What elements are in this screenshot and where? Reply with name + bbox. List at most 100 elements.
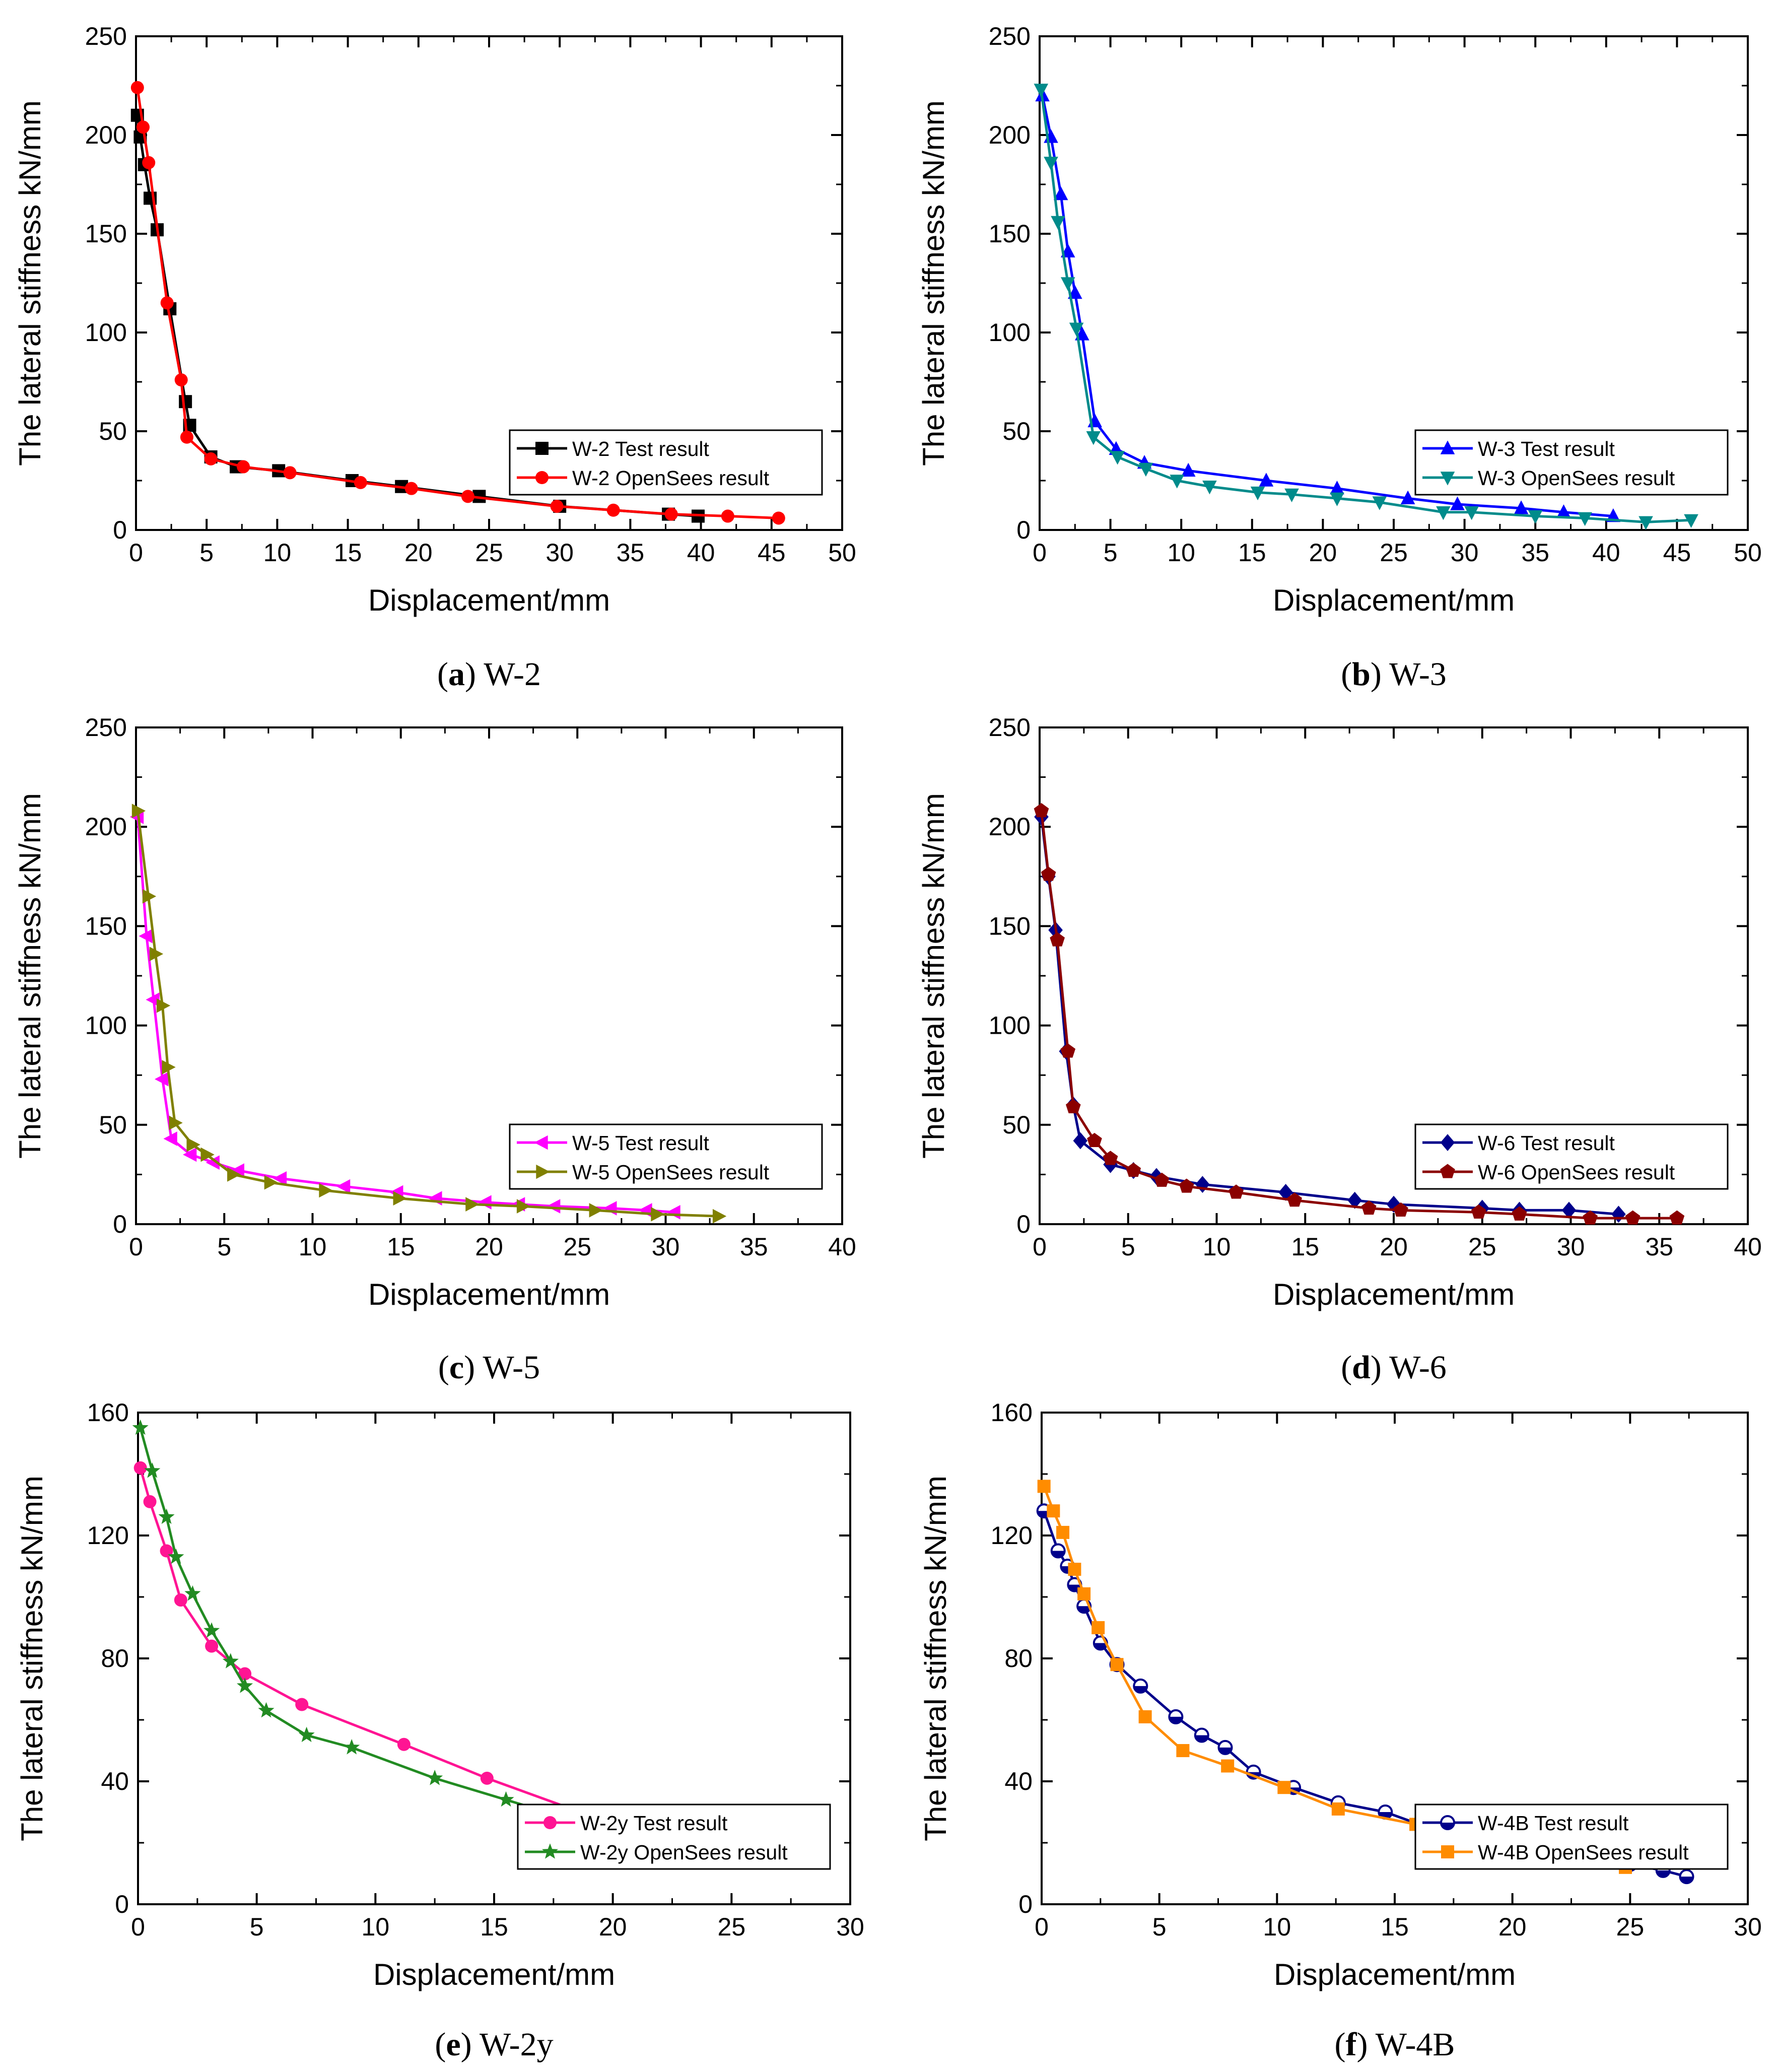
- series-1: [131, 804, 727, 1224]
- data-point: [461, 490, 474, 503]
- data-point-fill: [1680, 1877, 1693, 1884]
- y-tick-label: 250: [85, 713, 127, 742]
- x-tick-label: 0: [1033, 539, 1047, 567]
- data-point: [258, 1702, 275, 1718]
- panel-caption: (e) W-2y: [435, 2026, 553, 2063]
- legend-marker: [1440, 440, 1455, 454]
- panel-caption: (f) W-4B: [1335, 2026, 1455, 2063]
- x-tick-label: 30: [1557, 1233, 1585, 1261]
- x-tick-label: 20: [404, 539, 433, 567]
- chart-panel-a: 0 5 10 15 20 25 30 35 40 45 50 0 50 100 150 200 250 Displ…: [13, 22, 856, 693]
- y-tick-label: 0: [1016, 516, 1031, 544]
- x-tick-label: 10: [1203, 1233, 1231, 1261]
- data-point: [283, 466, 297, 480]
- legend-marker: [535, 471, 549, 484]
- panel-caption: (b) W-3: [1341, 656, 1447, 693]
- data-point: [1556, 504, 1571, 518]
- y-axis-label: The lateral stiffness kN/mm: [917, 793, 950, 1159]
- x-tick-label: 0: [129, 539, 143, 567]
- legend-box: [1414, 1123, 1729, 1190]
- x-tick-label: 0: [129, 1233, 143, 1261]
- legend-label: W-5 Test result: [572, 1131, 710, 1155]
- data-point: [1393, 1202, 1408, 1217]
- x-tick-label: 10: [263, 539, 292, 567]
- x-tick-label: 25: [563, 1233, 591, 1261]
- data-point: [1068, 1563, 1081, 1576]
- data-point: [146, 992, 160, 1007]
- y-tick-label: 120: [87, 1521, 129, 1550]
- data-point: [1195, 1176, 1210, 1193]
- y-tick-label: 40: [1004, 1767, 1033, 1795]
- data-point: [1056, 1525, 1070, 1539]
- data-point: [227, 1167, 241, 1182]
- data-point: [179, 395, 192, 409]
- data-point: [1154, 1172, 1170, 1187]
- data-point: [1110, 1658, 1124, 1672]
- x-tick-label: 0: [131, 1913, 145, 1941]
- data-point: [1450, 496, 1465, 510]
- data-point: [664, 507, 678, 521]
- chart-panel-d: 0 5 10 15 20 25 30 35 40 0 50 100 150 200 250 Displacem…: [917, 713, 1762, 1386]
- data-point: [477, 1195, 492, 1210]
- y-tick-label: 250: [989, 22, 1031, 50]
- data-point: [1170, 475, 1185, 489]
- y-tick-label: 0: [113, 1210, 127, 1238]
- y-tick-label: 150: [989, 912, 1031, 940]
- x-tick-label: 5: [217, 1233, 231, 1261]
- data-point: [295, 1698, 309, 1711]
- data-point: [1202, 481, 1217, 495]
- panel-caption: (c) W-5: [438, 1349, 540, 1386]
- data-point: [1126, 1162, 1141, 1177]
- data-point: [1669, 1210, 1685, 1225]
- data-point: [1138, 462, 1153, 477]
- data-point: [603, 1201, 617, 1216]
- x-tick-label: 35: [740, 1233, 768, 1261]
- y-tick-label: 160: [991, 1398, 1033, 1427]
- data-point: [721, 509, 734, 523]
- data-point: [237, 1678, 253, 1693]
- x-tick-label: 25: [1616, 1913, 1645, 1941]
- data-point: [1250, 486, 1265, 501]
- legend-label: W-3 Test result: [1478, 437, 1615, 460]
- data-point-fill: [1051, 1551, 1065, 1558]
- data-point: [1436, 506, 1451, 520]
- data-point: [238, 1667, 252, 1681]
- data-point: [1514, 500, 1529, 514]
- y-tick-label: 0: [1016, 1210, 1031, 1238]
- data-point: [1464, 506, 1479, 520]
- series-1: [1034, 84, 1698, 530]
- data-point-fill: [1134, 1686, 1147, 1693]
- data-point: [589, 1203, 603, 1218]
- legend-marker: [1440, 1164, 1455, 1178]
- x-tick-label: 30: [1451, 539, 1479, 567]
- chart-panel-e: 0 5 10 15 20 25 30 0 40 80 120 160 Displacement/mm Th…: [15, 1398, 864, 2063]
- data-point-fill: [1077, 1606, 1091, 1613]
- series-1: [1034, 803, 1685, 1225]
- y-tick-label: 150: [85, 220, 127, 248]
- y-tick-label: 150: [85, 912, 127, 940]
- legend-marker: [1441, 1845, 1454, 1858]
- y-tick-label: 0: [1018, 1890, 1033, 1918]
- data-point: [131, 804, 146, 818]
- y-tick-label: 50: [1002, 1111, 1031, 1139]
- data-point: [230, 1163, 244, 1178]
- data-point-fill: [1195, 1735, 1208, 1742]
- data-point: [1073, 1132, 1088, 1150]
- data-point: [1684, 514, 1698, 528]
- x-axis-label: Displacement/mm: [373, 1958, 615, 1991]
- y-tick-label: 200: [989, 121, 1031, 149]
- data-point: [427, 1770, 443, 1785]
- series-line: [139, 1427, 787, 1859]
- data-point: [606, 503, 620, 517]
- x-tick-label: 30: [652, 1233, 680, 1261]
- data-point: [1284, 488, 1299, 503]
- y-tick-label: 250: [989, 713, 1031, 742]
- data-point: [204, 452, 218, 465]
- x-axis-label: Displacement/mm: [368, 583, 610, 617]
- legend-label: W-2y OpenSees result: [580, 1841, 788, 1864]
- data-point: [1277, 1781, 1291, 1794]
- x-tick-label: 10: [362, 1913, 390, 1941]
- data-point: [666, 1205, 680, 1220]
- data-point: [132, 1419, 149, 1435]
- data-point: [133, 1461, 147, 1475]
